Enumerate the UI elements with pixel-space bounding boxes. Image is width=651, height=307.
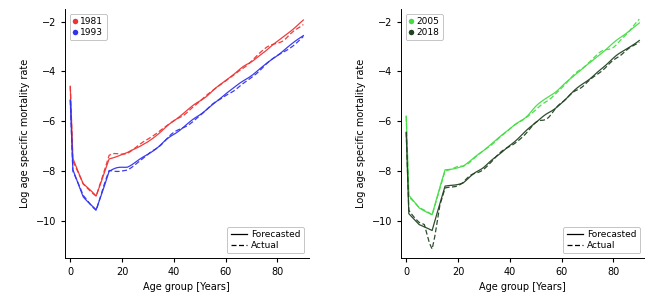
X-axis label: Age group [Years]: Age group [Years] [479,282,566,293]
Y-axis label: Log age specific mortality rate: Log age specific mortality rate [356,59,366,208]
Legend: Forecasted, Actual: Forecasted, Actual [227,227,304,253]
Y-axis label: Log age specific mortality rate: Log age specific mortality rate [20,59,30,208]
X-axis label: Age group [Years]: Age group [Years] [143,282,230,293]
Legend: Forecasted, Actual: Forecasted, Actual [563,227,640,253]
